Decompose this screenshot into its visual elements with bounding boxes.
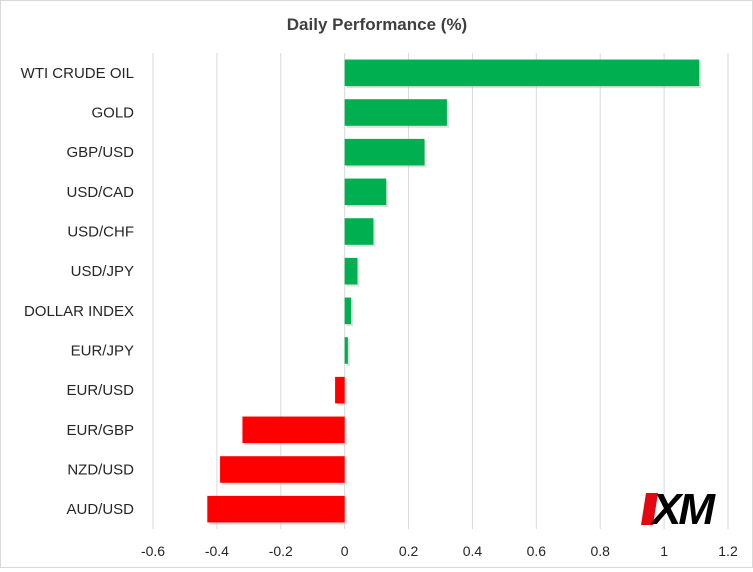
category-label-usd-cad: USD/CAD (66, 184, 134, 201)
bar-eur-gbp (242, 416, 345, 444)
x-tick-label-1: 1 (660, 543, 668, 559)
x-tick-label-0.6: 0.6 (527, 543, 547, 559)
bar-usd-chf (344, 218, 374, 245)
bar-wti-crude-oil (344, 59, 700, 87)
bar-gbp-usd (344, 138, 425, 166)
category-label-nzd-usd: NZD/USD (67, 462, 134, 479)
bar-eur-usd (335, 376, 345, 404)
category-label-eur-gbp: EUR/GBP (66, 422, 134, 439)
bars (207, 59, 702, 525)
category-label-wti-crude-oil: WTI CRUDE OIL (21, 65, 134, 82)
bar-usd-jpy (344, 257, 358, 285)
category-label-aud-usd: AUD/USD (66, 501, 134, 518)
category-labels: WTI CRUDE OIL GOLD GBP/USD USD/CAD USD/CHF US… (21, 65, 135, 518)
bar-shadow-eur-jpy (346, 339, 350, 366)
category-label-gbp-usd: GBP/USD (66, 144, 134, 161)
x-tick-label--0.6: -0.6 (141, 543, 165, 559)
x-tick-label-0: 0 (341, 543, 349, 559)
x-tick-label-1.2: 1.2 (718, 543, 738, 559)
category-label-dollar-index: DOLLAR INDEX (24, 303, 134, 320)
x-tick-label--0.4: -0.4 (205, 543, 229, 559)
xm-logo-text: XM (649, 485, 716, 534)
x-tick-labels: -0.6 -0.4 -0.2 0 0.2 0.4 0.6 0.8 1 1.2 (141, 543, 738, 559)
category-label-gold: GOLD (91, 105, 134, 122)
x-tick-label-0.8: 0.8 (590, 543, 610, 559)
chart-title: Daily Performance (%) (287, 15, 467, 34)
x-tick-label-0.4: 0.4 (463, 543, 483, 559)
x-tick-label--0.2: -0.2 (269, 543, 293, 559)
bar-aud-usd (207, 495, 345, 523)
category-label-eur-usd: EUR/USD (66, 382, 134, 399)
bar-usd-cad (344, 178, 387, 206)
bar-eur-jpy (344, 337, 348, 364)
category-label-usd-jpy: USD/JPY (71, 263, 134, 280)
gridlines (152, 53, 729, 529)
xm-logo-red-mark (641, 493, 658, 525)
x-tick-label-0.2: 0.2 (399, 543, 419, 559)
category-label-eur-jpy: EUR/JPY (71, 343, 134, 360)
bar-dollar-index (344, 297, 352, 325)
category-label-usd-chf: USD/CHF (67, 224, 134, 241)
bar-nzd-usd (220, 456, 345, 483)
xm-logo: XM (641, 485, 719, 534)
bar-gold (344, 99, 447, 126)
